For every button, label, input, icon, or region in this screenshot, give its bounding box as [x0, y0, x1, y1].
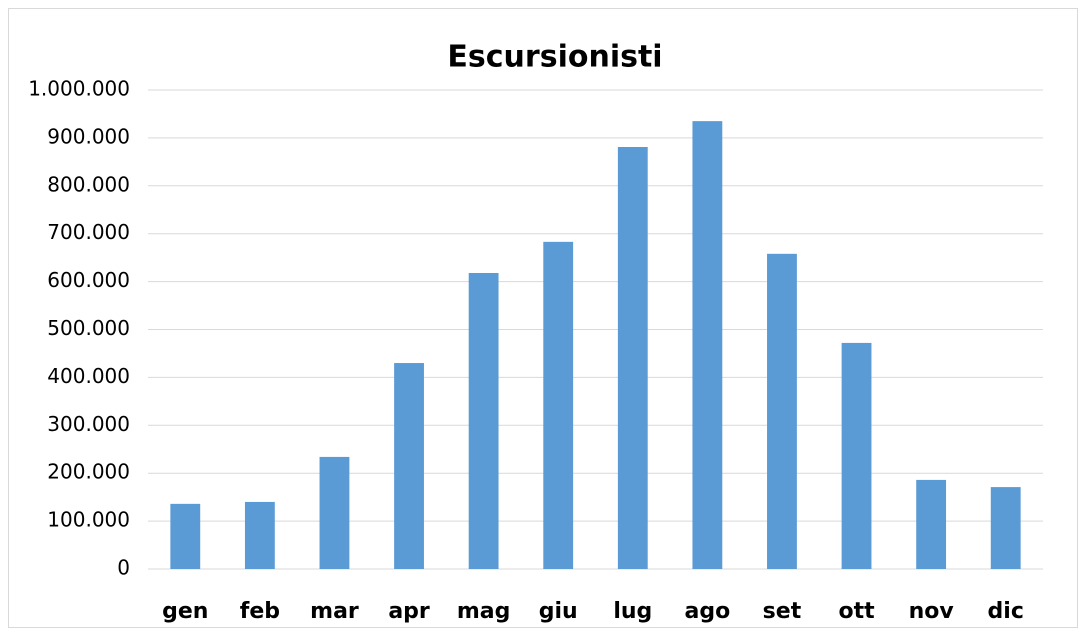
y-tick-label: 0	[117, 556, 130, 580]
y-tick-label: 700.000	[47, 220, 130, 244]
x-tick-label: ago	[685, 599, 731, 624]
bar	[841, 342, 872, 569]
bar	[767, 253, 797, 569]
y-tick-label: 400.000	[47, 364, 130, 388]
bar	[244, 501, 275, 569]
y-tick-label: 800.000	[47, 172, 130, 196]
y-tick-label: 900.000	[47, 124, 130, 148]
bar	[170, 503, 201, 569]
x-tick-label: giu	[539, 599, 578, 624]
y-tick-label: 500.000	[47, 316, 130, 340]
x-tick-label: mag	[457, 599, 511, 624]
x-tick-label: feb	[240, 599, 280, 624]
x-tick-label: nov	[909, 599, 955, 624]
x-tick-label: lug	[613, 599, 652, 624]
bar	[468, 272, 499, 569]
y-tick-label: 200.000	[47, 460, 130, 484]
x-tick-label: dic	[988, 599, 1024, 624]
y-tick-label: 300.000	[47, 412, 130, 436]
bar	[394, 363, 424, 569]
y-tick-label: 600.000	[47, 268, 130, 292]
x-tick-label: ott	[838, 599, 875, 624]
y-tick-label: 1.000.000	[28, 77, 130, 101]
x-tick-label: gen	[162, 599, 208, 624]
bar	[617, 147, 648, 569]
x-tick-label: mar	[310, 599, 359, 624]
chart-title: Escursionisti	[447, 40, 662, 75]
x-tick-label: apr	[388, 599, 430, 624]
bar	[916, 479, 947, 569]
bar	[692, 121, 723, 569]
bar	[319, 456, 350, 569]
bar	[990, 487, 1021, 569]
x-tick-label: set	[763, 599, 802, 624]
y-tick-label: 100.000	[47, 508, 130, 532]
bar	[543, 241, 574, 569]
